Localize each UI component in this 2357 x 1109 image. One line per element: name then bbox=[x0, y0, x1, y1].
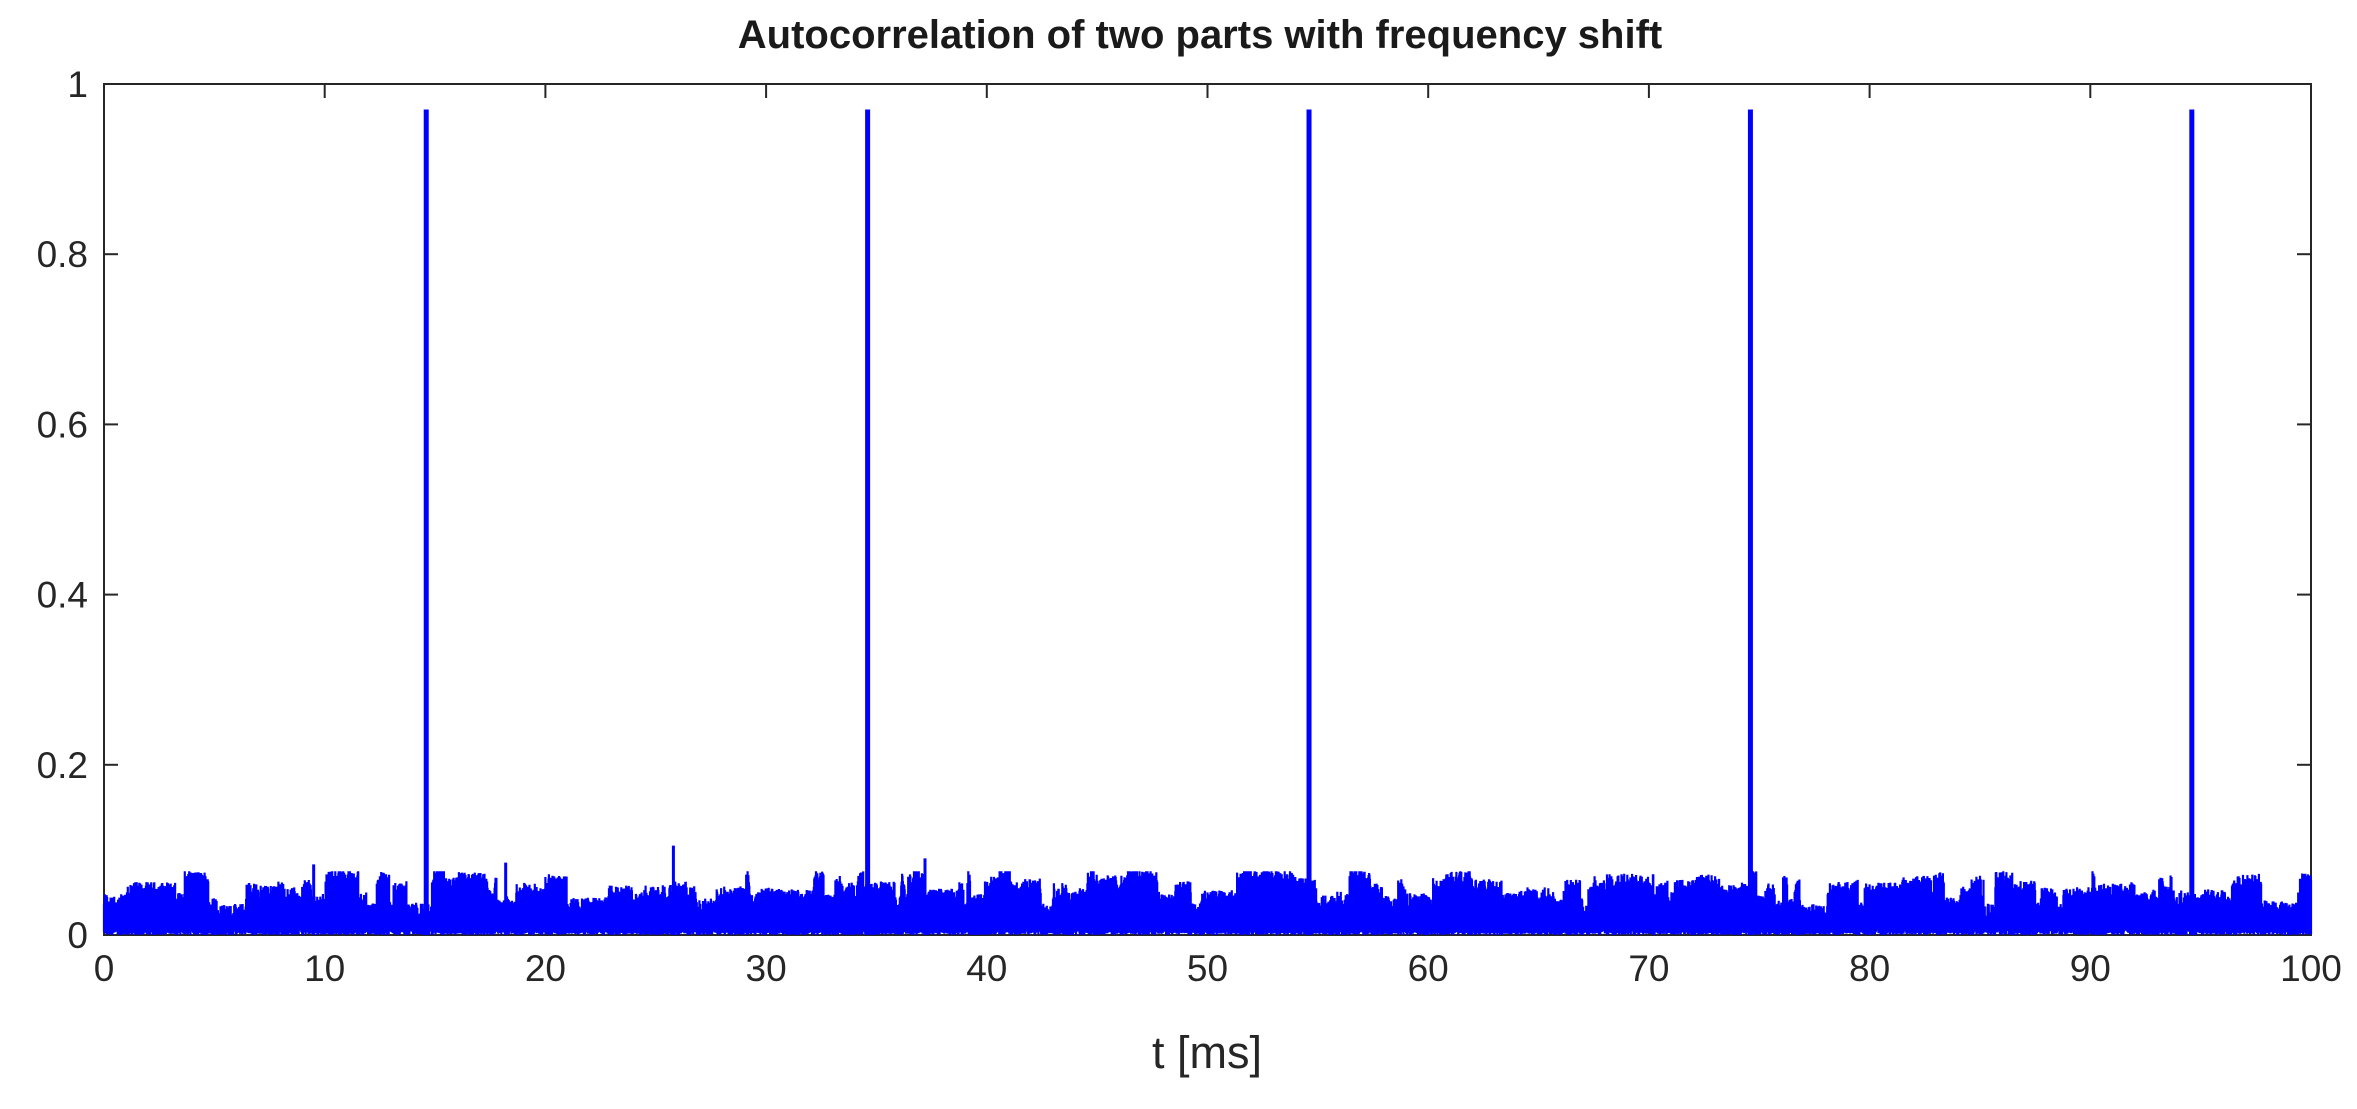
y-axis: 0 0.2 0.4 0.6 0.8 1 bbox=[37, 64, 2311, 956]
x-tick-label: 80 bbox=[1849, 948, 1890, 989]
y-tick-label: 0.6 bbox=[37, 404, 88, 445]
noise-floor-trace bbox=[102, 871, 2313, 935]
y-tick-label: 0 bbox=[67, 915, 88, 956]
x-tick-label: 30 bbox=[746, 948, 787, 989]
x-axis-label: t [ms] bbox=[1152, 1027, 1262, 1078]
y-tick-label: 0.2 bbox=[37, 745, 88, 786]
y-tick-label: 1 bbox=[67, 64, 88, 105]
y-tick-label: 0.4 bbox=[37, 575, 88, 616]
axes-box bbox=[103, 83, 2312, 936]
x-tick-label: 100 bbox=[2280, 948, 2342, 989]
plot-area: 0 0.2 0.4 0.6 0.8 1 0 10 20 30 40 50 60 70 80 90 100 bbox=[37, 64, 2342, 989]
x-axis: 0 10 20 30 40 50 60 70 80 90 100 bbox=[94, 84, 2342, 989]
x-tick-label: 50 bbox=[1187, 948, 1228, 989]
chart-title: Autocorrelation of two parts with freque… bbox=[738, 13, 1663, 57]
x-tick-label: 20 bbox=[525, 948, 566, 989]
x-tick-label: 70 bbox=[1628, 948, 1669, 989]
x-tick-label: 60 bbox=[1408, 948, 1449, 989]
y-tick-label: 0.8 bbox=[37, 234, 88, 275]
x-tick-label: 10 bbox=[304, 948, 345, 989]
x-tick-label: 0 bbox=[94, 948, 115, 989]
x-tick-label: 40 bbox=[966, 948, 1007, 989]
series-group bbox=[102, 109, 2313, 935]
x-tick-label: 90 bbox=[2070, 948, 2111, 989]
